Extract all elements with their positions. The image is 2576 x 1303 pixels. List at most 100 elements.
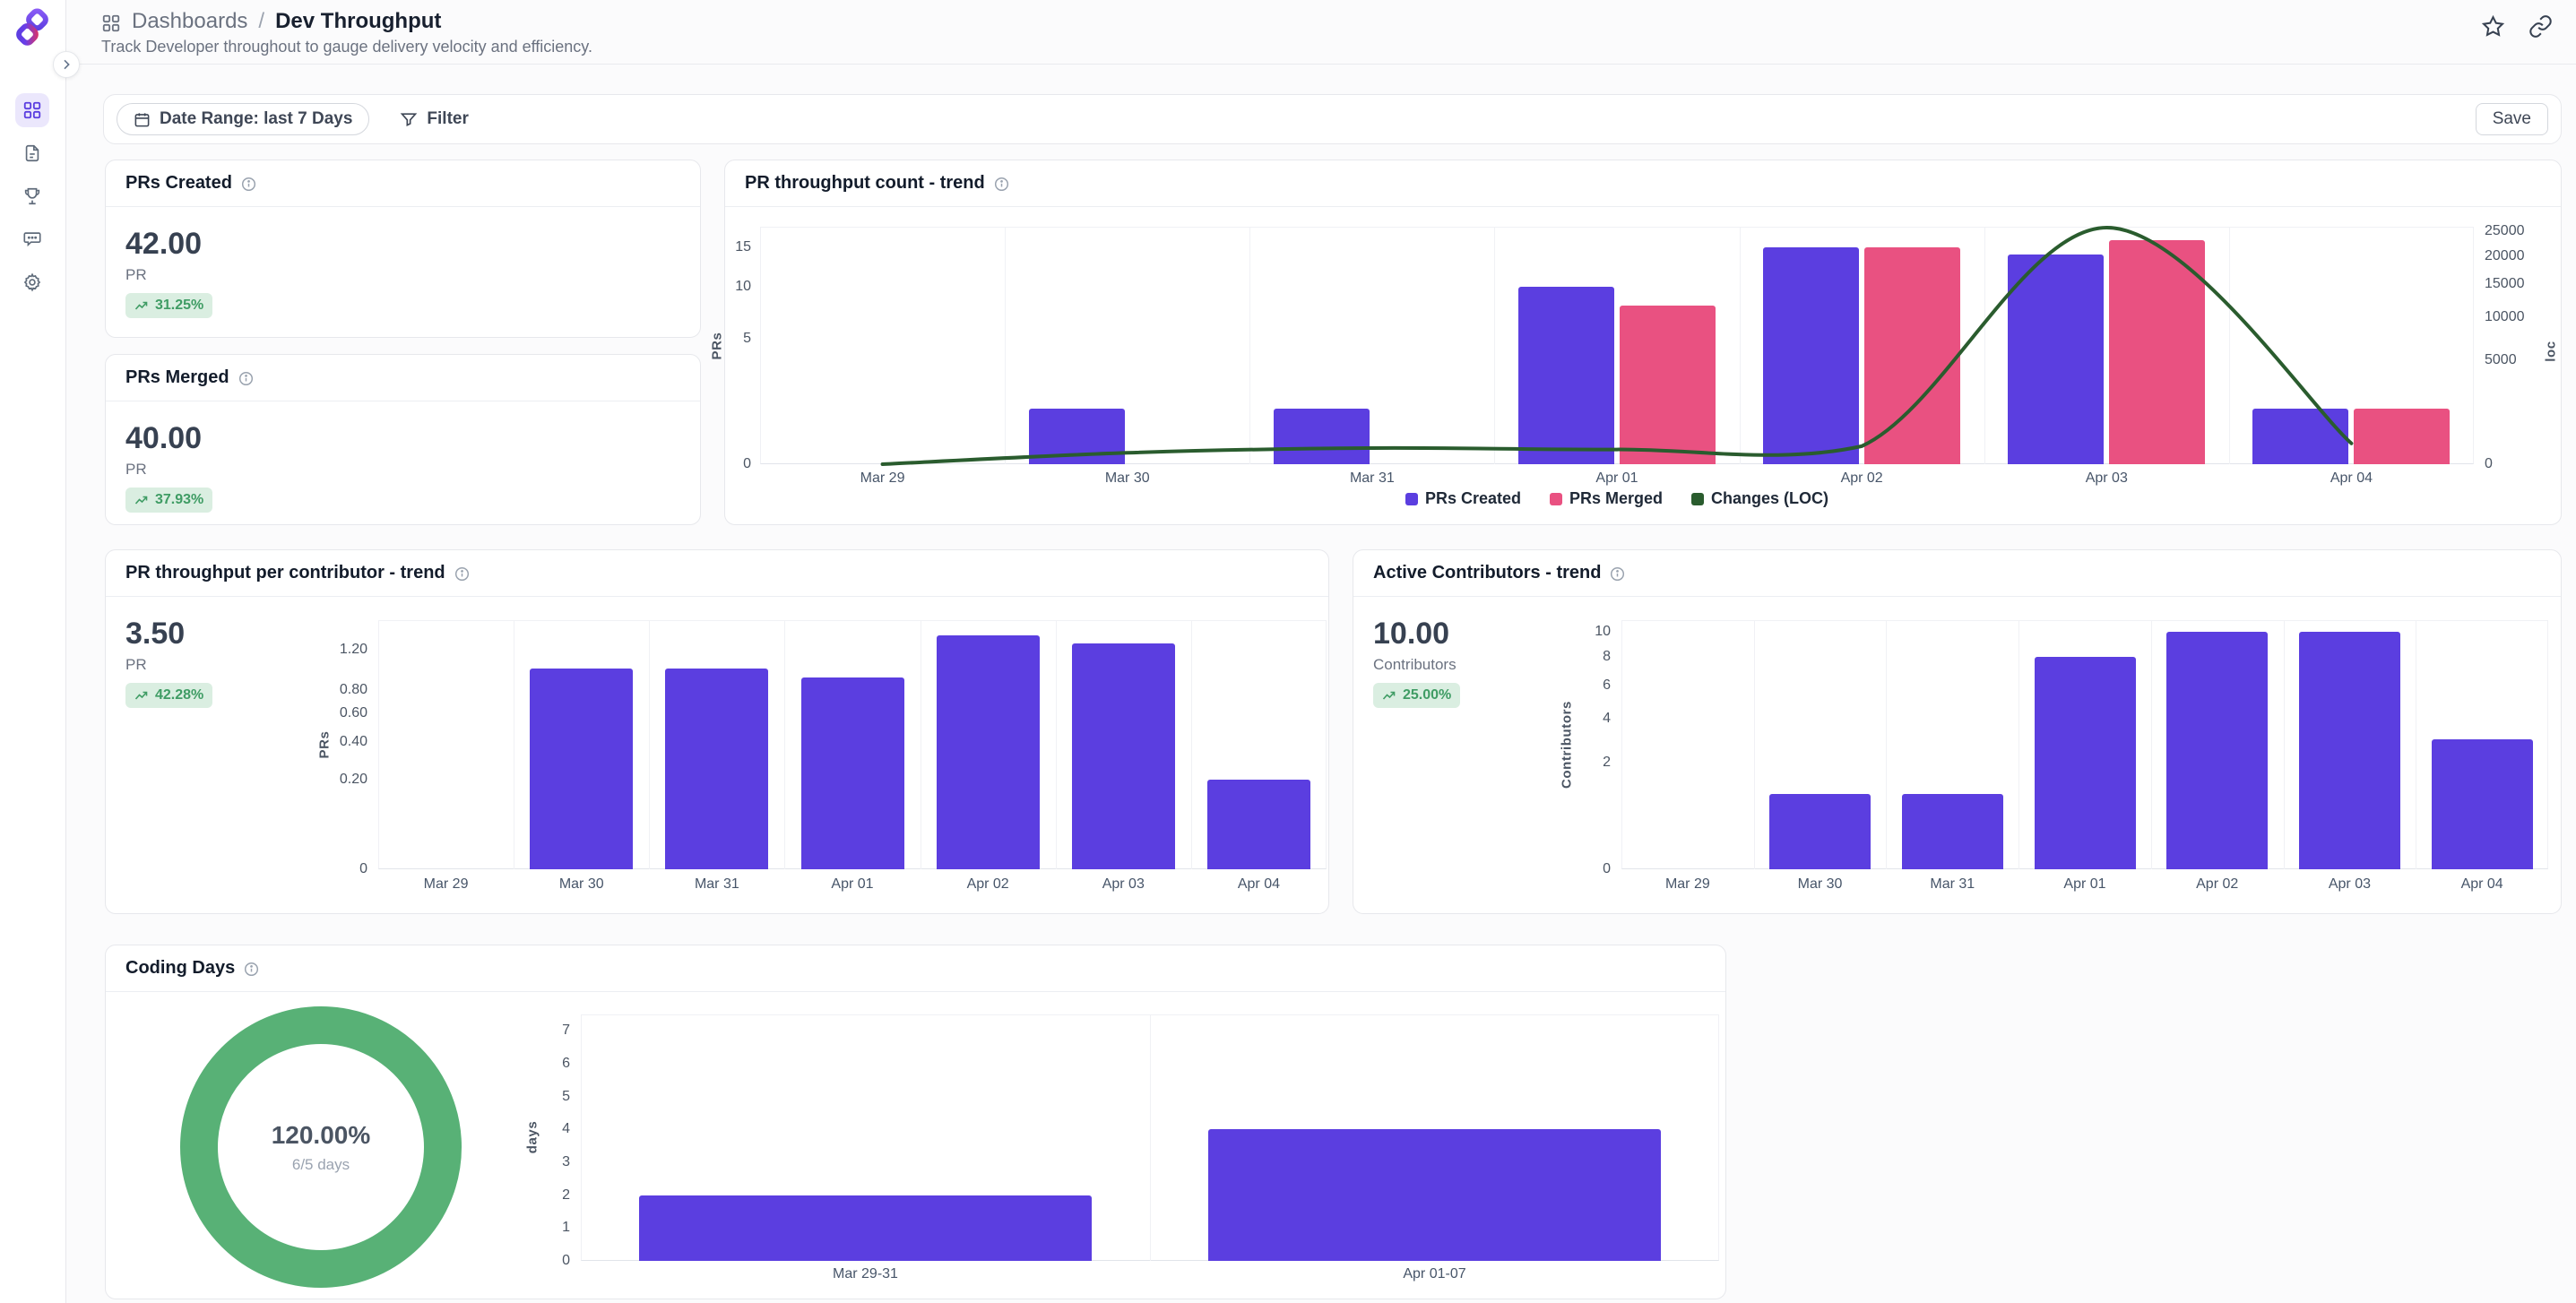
legend-label: PRs Merged (1569, 489, 1664, 507)
legend-swatch (1691, 492, 1705, 505)
y-tick-label: 0 (359, 861, 367, 876)
info-icon[interactable] (238, 371, 254, 386)
page-title: Dev Throughput (275, 9, 442, 33)
chart-bar (2034, 656, 2136, 869)
gridline (1005, 227, 1007, 464)
y-tick-label: 0 (743, 456, 751, 471)
sidebar-item-feedback[interactable] (15, 222, 49, 256)
gridline (1753, 620, 1755, 869)
favorite-button[interactable] (2481, 14, 2505, 39)
plot-area (760, 227, 2474, 464)
x-tick-label: Mar 31 (1349, 470, 1395, 486)
save-button[interactable]: Save (2475, 103, 2548, 135)
card-title: Active Contributors - trend (1373, 563, 1602, 582)
sidebar (0, 0, 66, 1303)
info-icon[interactable] (241, 177, 256, 192)
chart-bar (2109, 240, 2206, 464)
y-tick-label: 4 (1603, 711, 1611, 727)
x-tick-label: Apr 01 (831, 876, 874, 892)
metric-value: 42.00 (125, 227, 203, 261)
filters-toolbar: Date Range: last 7 Days Filter Save (103, 94, 2562, 144)
info-icon[interactable] (244, 962, 259, 977)
y-tick-label: 10 (1595, 623, 1611, 639)
chart-bar (1208, 1129, 1661, 1261)
prs-merged-card: PRs Merged 40.00 PR 37.93% (105, 354, 701, 525)
gridline (2228, 227, 2230, 464)
grid-icon (101, 13, 121, 33)
gridline (649, 620, 651, 869)
header-divider (66, 64, 2576, 65)
donut-value: 120.00% (271, 1120, 371, 1149)
y-tick-label: 0.60 (339, 705, 367, 721)
x-tick-label: Mar 31 (1930, 876, 1975, 892)
gridline (2283, 620, 2285, 869)
x-tick-label: Mar 29 (860, 470, 905, 486)
chart-bar (639, 1195, 1092, 1261)
gridline (1190, 620, 1192, 869)
chart-bar (2252, 408, 2349, 464)
chart-bar (1763, 247, 1860, 464)
filter-button[interactable]: Filter (400, 109, 469, 129)
breadcrumb-section[interactable]: Dashboards (132, 9, 248, 33)
chart-bar (2298, 631, 2400, 869)
info-icon[interactable] (994, 177, 1009, 192)
sidebar-expand-button[interactable] (53, 51, 80, 78)
sidebar-item-reports[interactable] (15, 136, 49, 170)
gear-icon (22, 272, 42, 292)
chart-bar (1620, 306, 1716, 464)
date-range-label: Date Range: last 7 Days (160, 109, 353, 128)
metric-unit: Contributors (1373, 656, 1457, 673)
trend-up-icon (134, 493, 149, 507)
x-tick-label: Mar 30 (558, 876, 604, 892)
chart-bar (1518, 287, 1614, 464)
gridline (784, 620, 786, 869)
x-tick-label: Apr 04 (2460, 876, 2503, 892)
chart-bar (1273, 408, 1370, 464)
gridline (2150, 620, 2152, 869)
x-tick-label: Mar 30 (1797, 876, 1843, 892)
info-icon[interactable] (1610, 566, 1625, 582)
chart-bar (1769, 794, 1871, 869)
breadcrumb: Dashboards / Dev Throughput (101, 9, 441, 34)
sidebar-item-achievements[interactable] (15, 179, 49, 213)
legend-swatch (1405, 492, 1418, 505)
date-range-button[interactable]: Date Range: last 7 Days (117, 103, 370, 135)
copy-link-button[interactable] (2528, 14, 2553, 39)
metric-unit: PR (125, 656, 147, 673)
card-title: PRs Created (125, 173, 232, 193)
legend-item[interactable]: Changes (LOC) (1691, 489, 1828, 508)
sidebar-item-settings[interactable] (15, 265, 49, 299)
x-tick-label: Mar 29-31 (833, 1266, 898, 1281)
gridline (1249, 227, 1251, 464)
legend-item[interactable]: PRs Merged (1550, 489, 1663, 508)
y-tick-label: 15 (735, 239, 751, 255)
y-tick-label-right: 10000 (2485, 308, 2525, 324)
trend-up-icon (134, 298, 149, 313)
y-tick-label: 10 (735, 279, 751, 295)
metric-value: 3.50 (125, 617, 186, 651)
legend-item[interactable]: PRs Created (1405, 489, 1521, 508)
y-tick-label: 3 (562, 1154, 570, 1169)
gridline (1984, 227, 1985, 464)
metric-unit: PR (125, 461, 147, 478)
donut-caption: 6/5 days (291, 1155, 350, 1173)
y-axis-label: days (524, 1120, 540, 1154)
chart-bar (2166, 631, 2269, 869)
calendar-icon (134, 111, 151, 128)
funnel-icon (400, 110, 418, 128)
sidebar-item-dashboards[interactable] (15, 93, 49, 127)
trend-up-icon (1382, 688, 1396, 703)
info-icon[interactable] (454, 566, 470, 582)
y-tick-label-right: 20000 (2485, 247, 2525, 263)
chart-bar (1071, 643, 1175, 869)
x-tick-label: Mar 29 (1664, 876, 1710, 892)
filter-label: Filter (427, 109, 469, 128)
legend-label: PRs Created (1424, 489, 1521, 507)
app-logo (13, 8, 52, 47)
card-title: PRs Merged (125, 367, 229, 387)
card-title: Coding Days (125, 958, 236, 978)
y-axis-label: PRs (316, 730, 333, 759)
y-tick-label: 2 (1603, 755, 1611, 771)
y-tick-label: 0 (1603, 861, 1611, 876)
x-tick-label: Apr 02 (966, 876, 1009, 892)
